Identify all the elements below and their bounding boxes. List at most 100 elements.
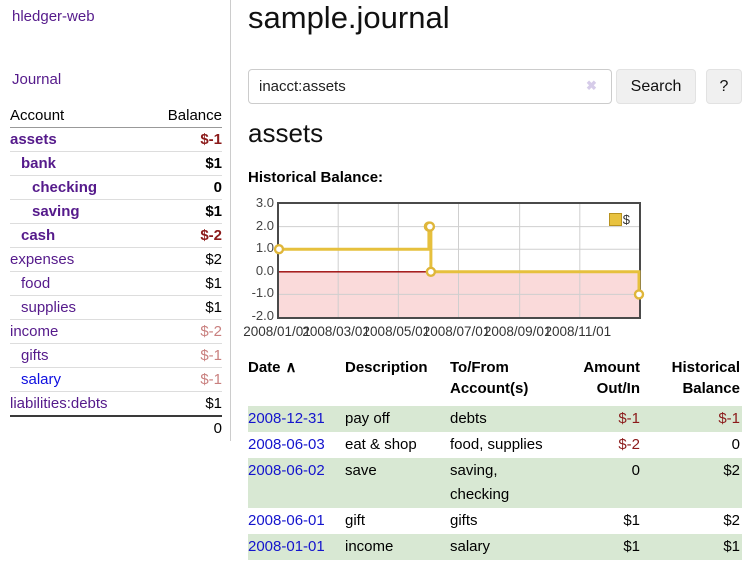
transaction-description: gift (345, 512, 366, 529)
account-balance: $-1 (200, 347, 222, 364)
accounts-rows: assets $-1 bank $1 checking 0 saving $1 … (10, 128, 222, 415)
transaction-tofrom: saving, checking (450, 462, 510, 503)
account-row: assets $-1 (10, 128, 222, 152)
account-balance: $1 (205, 203, 222, 220)
transaction-row: 2008-06-02 save saving, checking 0 $2 (248, 458, 742, 508)
register-table: Date ∧ Description To/From Account(s) Amo… (248, 357, 742, 560)
x-axis-tick-label: 2008/11/01 (544, 324, 612, 339)
legend-swatch-icon (608, 213, 622, 226)
column-balance: Historical Balance (671, 359, 740, 397)
search-input[interactable] (248, 69, 612, 104)
transaction-tofrom: food, supplies (450, 436, 543, 453)
accounts-table: Account Balance assets $-1 bank $1 check… (10, 104, 222, 440)
account-row: saving $1 (10, 200, 222, 224)
column-description: Description (345, 359, 428, 376)
transaction-date-link[interactable]: 2008-06-02 (248, 462, 325, 479)
column-amount: Amount Out/In (583, 359, 640, 397)
account-row: checking 0 (10, 176, 222, 200)
app-brand-link[interactable]: hledger-web (12, 8, 95, 25)
register-header-row: Date ∧ Description To/From Account(s) Amo… (248, 357, 742, 406)
transaction-tofrom: salary (450, 538, 491, 555)
y-axis-tick-label: -2.0 (251, 308, 274, 323)
x-axis-tick-label: 2008/01/01 (243, 324, 311, 339)
nav-journal-link[interactable]: Journal (12, 71, 62, 88)
transaction-balance: 0 (731, 436, 740, 453)
chart-title: Historical Balance: (248, 169, 384, 186)
y-axis-tick-label: 1.0 (255, 240, 274, 256)
accounts-table-header: Account Balance (10, 104, 222, 128)
transaction-row: 2008-06-01 gift gifts $1 $2 (248, 508, 742, 534)
chart-plot-area: $ (273, 202, 645, 319)
transaction-amount: $-1 (618, 410, 640, 427)
y-axis-tick-label: -1.0 (251, 285, 274, 301)
account-link[interactable]: income (10, 323, 59, 340)
account-row: food $1 (10, 272, 222, 296)
x-axis-tick-label: 2008/05/01 (362, 324, 431, 339)
y-axis-tick-label: 0.0 (255, 262, 274, 278)
account-balance: $1 (205, 155, 222, 172)
account-row: supplies $1 (10, 296, 222, 320)
accounts-column-account: Account (10, 107, 65, 124)
account-balance: $1 (205, 275, 222, 292)
transaction-description: save (345, 462, 377, 479)
account-link[interactable]: expenses (10, 251, 75, 268)
account-link[interactable]: bank (21, 155, 57, 172)
x-axis-tick-label: 2008/09/01 (483, 324, 552, 339)
accounts-column-balance: Balance (167, 107, 222, 124)
chart-legend: $ (608, 212, 630, 227)
account-balance: $1 (205, 299, 222, 316)
account-balance: $-1 (200, 131, 222, 148)
account-balance: 0 (213, 179, 222, 196)
account-link[interactable]: saving (32, 203, 80, 220)
clear-search-icon[interactable]: ✖ (586, 78, 597, 93)
account-row: salary $-1 (10, 368, 222, 392)
account-link[interactable]: checking (32, 179, 98, 196)
transaction-row: 2008-12-31 pay off debts $-1 $-1 (248, 406, 742, 432)
account-heading: assets (248, 118, 324, 148)
account-balance: $1 (205, 395, 222, 412)
accounts-total-value: 0 (213, 420, 222, 437)
transaction-date-link[interactable]: 2008-01-01 (248, 538, 325, 555)
sort-asc-icon: ∧ (285, 359, 297, 376)
transaction-amount: $-2 (618, 436, 640, 453)
y-axis-tick-label: 2.0 (255, 217, 274, 233)
account-row: gifts $-1 (10, 344, 222, 368)
transaction-date-link[interactable]: 2008-06-03 (248, 436, 325, 453)
transaction-balance: $2 (723, 462, 740, 479)
transaction-description: eat & shop (345, 436, 417, 453)
x-axis-tick-label: 2008/07/01 (422, 324, 491, 339)
transaction-balance: $1 (723, 538, 740, 555)
transaction-amount: 0 (631, 462, 640, 479)
transaction-date-link[interactable]: 2008-06-01 (248, 512, 325, 529)
historical-balance-chart: $ 3.0 2.0 1.0 0.0 -1.0 -2.0 2008/01/01 2008/03/… (243, 195, 742, 347)
account-link[interactable]: assets (10, 131, 57, 148)
page-title: sample.journal (248, 0, 450, 35)
account-link[interactable]: liabilities:debts (10, 395, 108, 412)
account-balance: $-2 (200, 227, 222, 244)
account-row: cash $-2 (10, 224, 222, 248)
account-row: income $-2 (10, 320, 222, 344)
transaction-tofrom: gifts (450, 512, 478, 529)
transaction-description: pay off (345, 410, 390, 427)
account-balance: $2 (205, 251, 222, 268)
account-link[interactable]: cash (21, 227, 56, 244)
account-link[interactable]: supplies (21, 299, 77, 316)
account-row: bank $1 (10, 152, 222, 176)
sidebar: hledger-web Journal Account Balance asse… (0, 0, 231, 441)
account-balance: $-2 (200, 323, 222, 340)
transaction-amount: $1 (623, 538, 640, 555)
account-link[interactable]: salary (21, 371, 62, 388)
column-date-sort[interactable]: Date ∧ (248, 359, 297, 376)
chart-canvas (273, 204, 645, 317)
transaction-row: 2008-01-01 income salary $1 $1 (248, 534, 742, 560)
transaction-balance: $-1 (718, 410, 740, 427)
transaction-amount: $1 (623, 512, 640, 529)
transaction-date-link[interactable]: 2008-12-31 (248, 410, 325, 427)
transaction-balance: $2 (723, 512, 740, 529)
account-link[interactable]: food (21, 275, 51, 292)
account-link[interactable]: gifts (21, 347, 49, 364)
x-axis-tick-label: 2008/03/01 (302, 324, 370, 339)
help-button[interactable]: ? (706, 69, 742, 104)
search-button[interactable]: Search (616, 69, 696, 104)
legend-label: $ (622, 212, 630, 227)
